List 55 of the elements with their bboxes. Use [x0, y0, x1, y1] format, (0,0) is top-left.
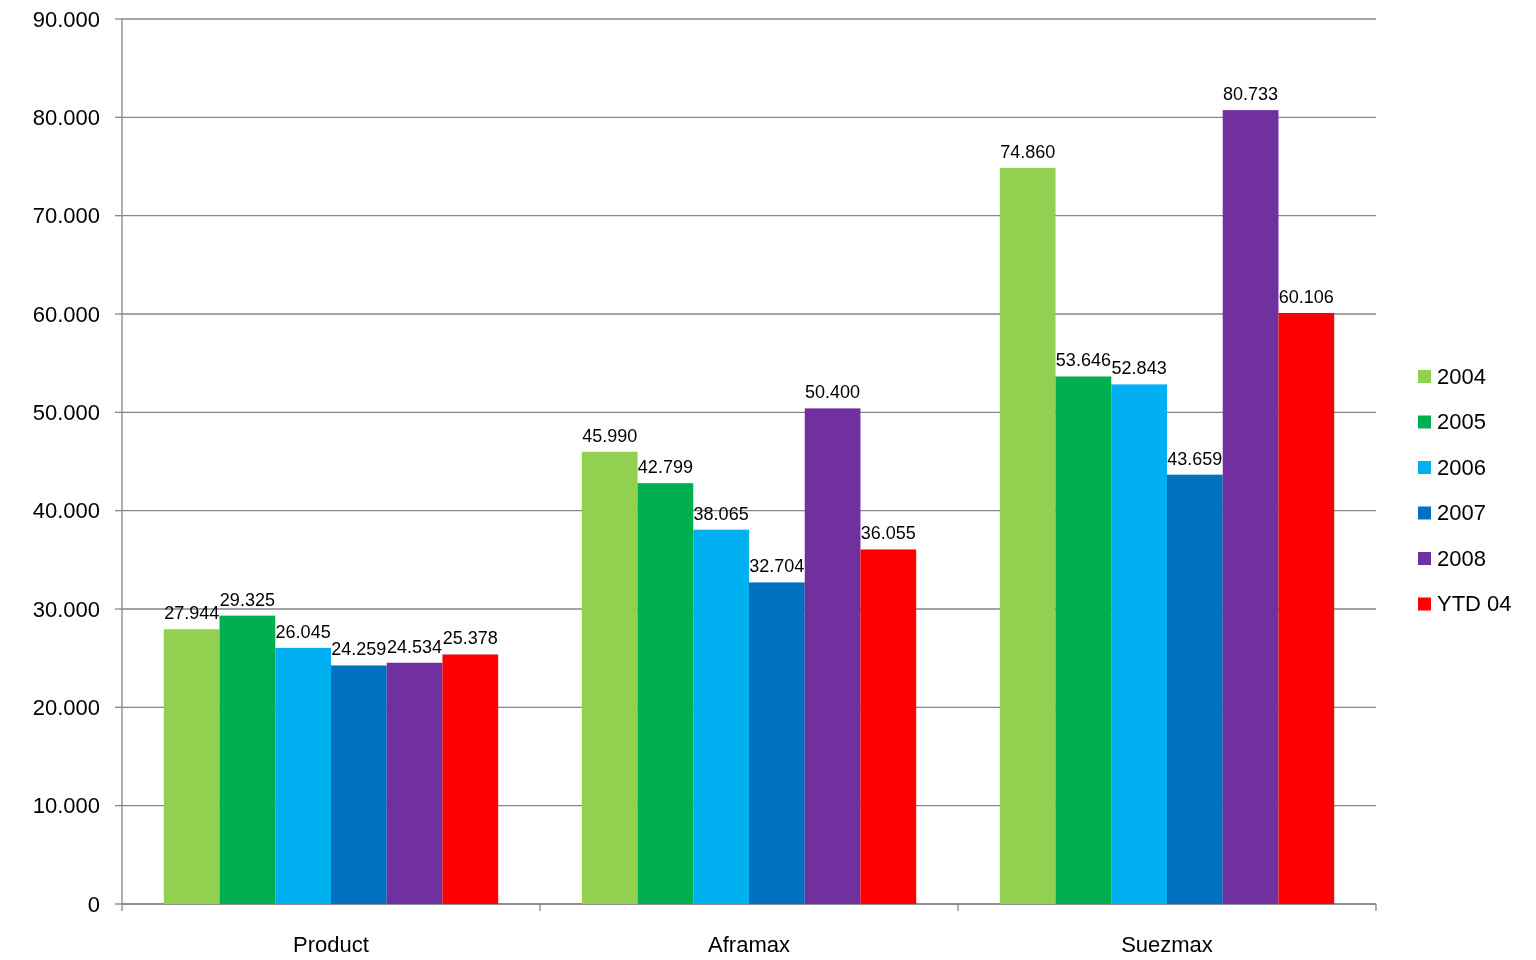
bar	[1167, 474, 1223, 904]
bar	[860, 549, 917, 904]
data-label: 50.400	[805, 382, 861, 403]
data-label: 53.646	[1055, 350, 1111, 371]
bar	[275, 647, 331, 904]
bar	[219, 615, 276, 904]
y-tick-label: 70.000	[32, 203, 100, 229]
y-tick-label: 30.000	[32, 596, 100, 622]
bar	[1278, 312, 1335, 904]
y-tick-label: 0	[87, 891, 100, 917]
data-label: 80.733	[1223, 84, 1279, 105]
data-label: 36.055	[860, 523, 916, 544]
x-tick-label: Aframax	[708, 932, 790, 957]
data-label: 38.065	[693, 503, 749, 524]
bar	[693, 529, 749, 904]
data-label: 24.259	[331, 639, 387, 660]
y-tick-label: 60.000	[32, 301, 100, 327]
data-label: 74.860	[1000, 141, 1056, 162]
y-tick-label: 20.000	[32, 695, 100, 721]
legend-label: 2005	[1437, 409, 1486, 435]
legend-label: 2004	[1437, 363, 1486, 389]
y-tick-label: 90.000	[32, 6, 100, 32]
bar	[442, 654, 499, 904]
data-label: 25.378	[442, 628, 498, 649]
data-label: 32.704	[749, 556, 805, 577]
data-label: 45.990	[582, 425, 638, 446]
bar	[637, 483, 694, 904]
bar	[581, 451, 638, 904]
bar	[804, 408, 861, 904]
data-label: 24.534	[387, 636, 443, 657]
bar	[331, 665, 387, 904]
bar	[749, 582, 805, 904]
legend-label: 2008	[1437, 545, 1486, 571]
data-label: 29.325	[219, 589, 275, 610]
data-label: 52.843	[1111, 358, 1167, 379]
bar	[1055, 376, 1112, 904]
x-tick-label: Suezmax	[1121, 932, 1213, 957]
legend-label: 2007	[1437, 500, 1486, 526]
bar	[1111, 384, 1167, 904]
bar	[386, 662, 443, 904]
y-tick-label: 50.000	[32, 400, 100, 426]
bar	[999, 167, 1056, 904]
bar	[163, 629, 220, 904]
data-label: 42.799	[637, 457, 693, 478]
legend-label: YTD 04	[1437, 591, 1512, 617]
bar	[1222, 110, 1279, 904]
legend-label: 2006	[1437, 454, 1486, 480]
y-tick-label: 80.000	[32, 105, 100, 131]
x-tick-label: Product	[293, 932, 369, 957]
y-tick-label: 10.000	[32, 793, 100, 819]
y-tick-label: 40.000	[32, 498, 100, 524]
data-label: 60.106	[1278, 286, 1334, 307]
data-label: 27.944	[164, 603, 220, 624]
data-label: 43.659	[1167, 448, 1223, 469]
data-label: 26.045	[275, 621, 331, 642]
